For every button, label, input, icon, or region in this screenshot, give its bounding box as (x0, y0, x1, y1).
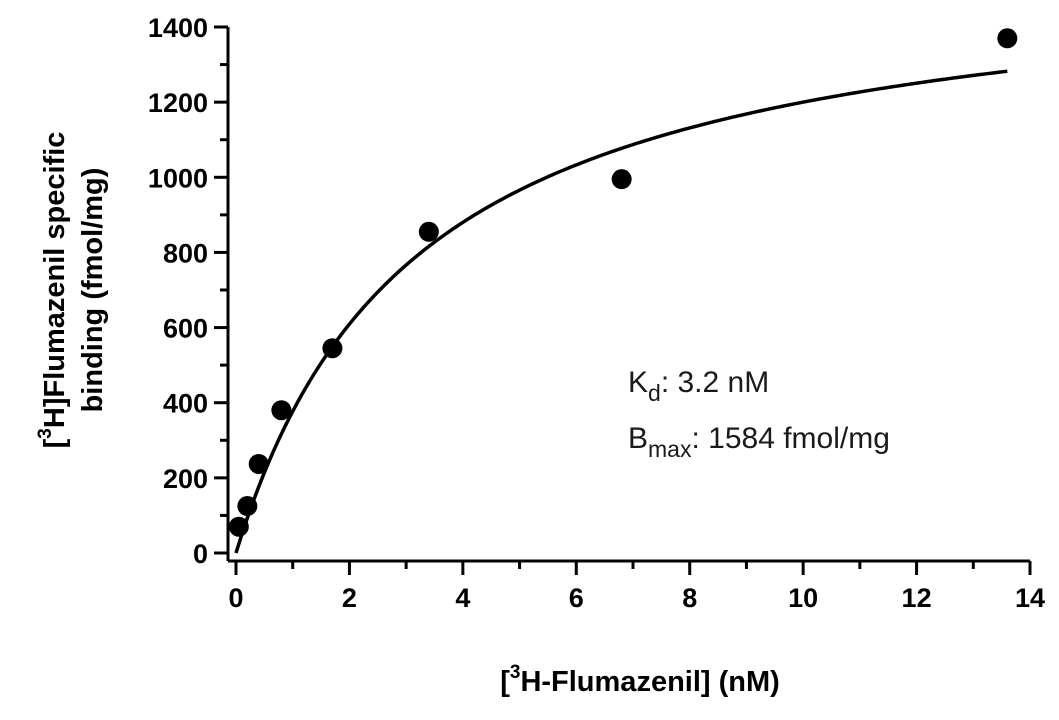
y-axis-title-line1: [3H]Flumazenil specific (35, 132, 71, 449)
y-axis-title-sup: 3 (35, 428, 56, 439)
bmax-subscript: max (648, 436, 692, 462)
y-tick-label: 1400 (148, 13, 208, 43)
x-axis-title: [3H-Flumazenil] (nM) (500, 662, 780, 698)
x-axis-title-sup: 3 (510, 662, 521, 683)
data-point (271, 400, 292, 421)
y-tick-labels: 0 200 400 600 800 1000 1200 1400 (148, 13, 208, 569)
data-point (611, 169, 632, 190)
y-tick-label: 1200 (148, 88, 208, 118)
y-tick-label: 1000 (148, 163, 208, 193)
y-axis-title-main: H]Flumazenil specific (39, 132, 71, 429)
y-axis-title-line2: binding (fmol/mg) (77, 168, 109, 413)
y-axis-title: [3H]Flumazenil specific binding (fmol/mg… (35, 132, 109, 449)
data-point (228, 516, 249, 537)
x-tick-label: 0 (228, 583, 243, 613)
x-axis-title-main: H-Flumazenil] (nM) (520, 666, 779, 698)
x-axis-title-prefix: [ (500, 666, 510, 698)
bmax-prefix: B (628, 422, 648, 455)
data-points (228, 28, 1018, 537)
y-tick-label: 400 (163, 389, 208, 419)
x-tick-label: 8 (682, 583, 697, 613)
data-point (237, 496, 258, 517)
data-point (418, 221, 439, 242)
x-tick-label: 10 (788, 583, 818, 613)
x-tick-label: 4 (455, 583, 470, 613)
bmax-value: : 1584 fmol/mg (691, 422, 889, 455)
y-tick-label: 0 (193, 539, 208, 569)
x-tick-labels: 0 2 4 6 8 10 12 14 (228, 583, 1045, 613)
data-point (997, 28, 1018, 49)
y-tick-label: 600 (163, 314, 208, 344)
x-tick-label: 14 (1015, 583, 1045, 613)
kd-prefix: K (628, 366, 648, 399)
data-point (248, 453, 269, 474)
x-tick-label: 6 (569, 583, 584, 613)
data-point (322, 338, 343, 359)
y-tick-label: 800 (163, 238, 208, 268)
kd-value: : 3.2 nM (661, 366, 769, 399)
y-tick-label: 200 (163, 464, 208, 494)
axes (214, 25, 1032, 575)
bmax-annotation: Bmax: 1584 fmol/mg (628, 422, 890, 462)
fit-curve (234, 69, 1008, 554)
kd-subscript: d (648, 380, 661, 406)
x-tick-label: 12 (902, 583, 932, 613)
kd-annotation: Kd: 3.2 nM (628, 366, 769, 406)
y-axis-title-prefix: [ (39, 438, 71, 448)
x-tick-label: 2 (342, 583, 357, 613)
